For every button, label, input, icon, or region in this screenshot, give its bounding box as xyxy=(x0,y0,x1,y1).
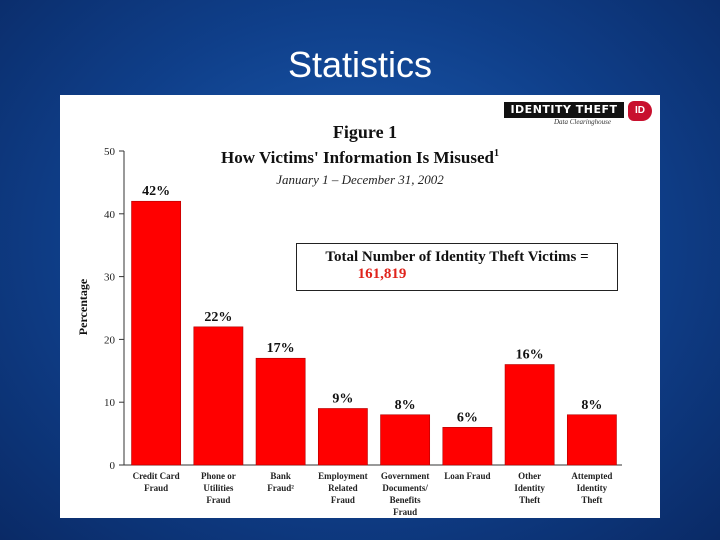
x-tick-label: Credit Card Fraud xyxy=(133,471,180,493)
y-tick-label: 20 xyxy=(104,334,116,346)
x-tick-label-line: Fraud xyxy=(144,483,168,493)
callout-label: Total Number of Identity Theft Victims = xyxy=(325,249,589,265)
figure-subtitle: How Victims' Information Is Misused1 xyxy=(221,148,499,167)
figure-subtitle-text: How Victims' Information Is Misused xyxy=(221,148,495,167)
x-tick-label: Attempted Identity Theft xyxy=(571,471,612,505)
x-tick-label-line: Bank xyxy=(270,471,291,481)
y-tick-label: 40 xyxy=(104,209,116,221)
x-tick-label-line: Fraud xyxy=(393,507,417,517)
figure-date-range: January 1 – December 31, 2002 xyxy=(276,172,444,187)
bar xyxy=(255,357,306,466)
bar xyxy=(317,408,368,466)
data-label: 42% xyxy=(142,184,170,199)
figure-panel: Figure 1 How Victims' Information Is Mis… xyxy=(60,95,660,518)
x-tick-label-line: Phone or xyxy=(201,471,236,481)
x-tick-label-line: Related xyxy=(328,483,358,493)
x-tick-label-line: Attempted xyxy=(571,471,612,481)
x-tick-label-line: Theft xyxy=(581,495,602,505)
x-tick-label-line: Theft xyxy=(519,495,540,505)
data-label: 17% xyxy=(267,341,295,356)
total-victims-callout: Total Number of Identity Theft Victims =… xyxy=(296,243,618,291)
x-tick-label-line: Loan Fraud xyxy=(444,471,490,481)
slide-title: Statistics xyxy=(287,44,433,85)
y-tick-label: 50 xyxy=(104,146,116,158)
x-tick-label-line: Benefits xyxy=(390,495,421,505)
data-label: 9% xyxy=(332,391,353,406)
x-tick-label-line: Identity xyxy=(514,483,545,493)
x-tick-label-line: Employment xyxy=(318,471,368,481)
x-tick-label: Government Documents/Benefits Fraud xyxy=(381,471,430,517)
data-label: 8% xyxy=(395,398,416,413)
data-label: 16% xyxy=(516,348,544,363)
x-tick-label-line: Identity xyxy=(577,483,608,493)
x-tick-label: Other Identity Theft xyxy=(514,471,545,505)
bar xyxy=(193,326,244,466)
bar xyxy=(566,414,617,466)
category-labels: Credit Card Fraud Phone or Utilities Fraud Ba… xyxy=(133,471,613,517)
x-tick-label-line: Government xyxy=(381,471,430,481)
logo-badge: ID xyxy=(628,101,652,121)
x-tick-label: Loan Fraud xyxy=(444,471,490,481)
identity-theft-logo: IDENTITY THEFT Data Clearinghouse ID xyxy=(504,99,654,127)
x-tick-label-line: Credit Card xyxy=(133,471,180,481)
x-tick-label-line: Other xyxy=(518,471,541,481)
bar-chart: Figure 1 How Victims' Information Is Mis… xyxy=(76,122,622,517)
x-tick-label-line: Utilities xyxy=(203,483,233,493)
logo-text: IDENTITY THEFT xyxy=(504,102,624,118)
x-tick-label-line: Fraud xyxy=(331,495,355,505)
bar xyxy=(380,414,431,466)
x-tick-label-line: Documents/ xyxy=(382,483,428,493)
x-tick-label-line: Fraud xyxy=(206,495,230,505)
data-label: 22% xyxy=(204,310,232,325)
bar xyxy=(442,427,493,466)
figure-title: Figure 1 xyxy=(333,122,397,142)
figure-subtitle-superscript: 1 xyxy=(494,148,499,159)
data-label: 6% xyxy=(457,410,478,425)
data-label: 8% xyxy=(581,398,602,413)
bar xyxy=(504,364,555,466)
x-tick-label: Phone or Utilities Fraud xyxy=(201,471,236,505)
x-tick-label-line: Fraud² xyxy=(267,483,294,493)
y-tick-label: 30 xyxy=(104,272,116,284)
x-tick-label: Employment Related Fraud xyxy=(318,471,368,505)
data-labels: 42% 22% 17% 9% 8% 6% 16% 8% xyxy=(142,184,602,425)
logo-subtext: Data Clearinghouse xyxy=(554,118,611,126)
x-tick-label: Bank Fraud² xyxy=(267,471,294,493)
y-tick-label: 0 xyxy=(110,460,116,472)
callout-value: 161,819 xyxy=(357,266,407,282)
bars xyxy=(131,200,617,466)
bar xyxy=(131,200,182,466)
y-tick-label: 10 xyxy=(104,397,116,409)
y-axis-label: Percentage xyxy=(76,278,90,335)
